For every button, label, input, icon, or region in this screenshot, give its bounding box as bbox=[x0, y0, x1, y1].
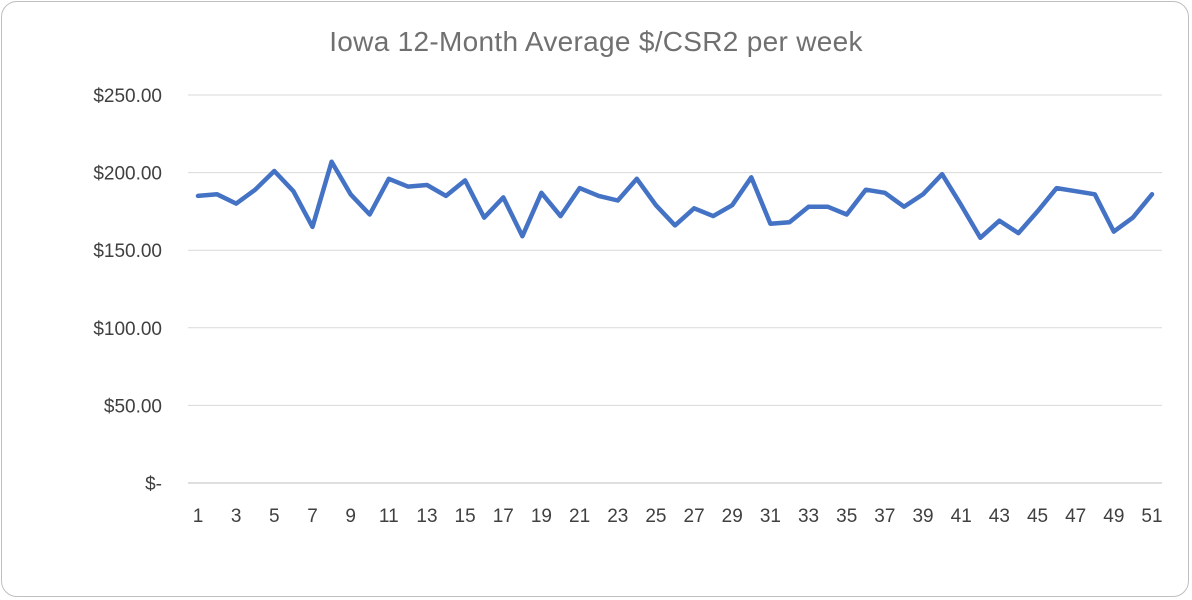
x-tick-label: 49 bbox=[1103, 506, 1124, 527]
x-tick-label: 13 bbox=[416, 506, 437, 527]
x-tick-label: 19 bbox=[531, 506, 552, 527]
x-tick-label: 51 bbox=[1141, 506, 1162, 527]
x-tick-label: 33 bbox=[798, 506, 819, 527]
x-tick-label: 45 bbox=[1027, 506, 1048, 527]
x-tick-label: 23 bbox=[607, 506, 628, 527]
x-tick-label: 17 bbox=[493, 506, 514, 527]
x-tick-label: 25 bbox=[645, 506, 666, 527]
y-tick-label: $150.00 bbox=[93, 241, 162, 262]
series-layer bbox=[195, 159, 1155, 241]
x-tick-label: 11 bbox=[379, 506, 399, 527]
y-axis-ticks: $- $50.00 $100.00 $150.00 $200.00 $250.00 bbox=[93, 86, 162, 495]
x-tick-label: 27 bbox=[684, 506, 705, 527]
y-tick-label: $200.00 bbox=[93, 164, 162, 185]
x-tick-label: 31 bbox=[760, 506, 781, 527]
chart-title: Iowa 12-Month Average $/CSR2 per week bbox=[329, 26, 863, 57]
x-tick-label: 47 bbox=[1065, 506, 1086, 527]
y-tick-label: $100.00 bbox=[93, 319, 162, 340]
x-tick-label: 5 bbox=[269, 506, 280, 527]
y-tick-label: $250.00 bbox=[93, 86, 162, 107]
y-tick-label: $- bbox=[145, 474, 162, 495]
x-tick-label: 15 bbox=[455, 506, 476, 527]
x-tick-label: 39 bbox=[912, 506, 933, 527]
x-tick-label: 41 bbox=[951, 506, 972, 527]
series-line bbox=[195, 159, 1155, 241]
x-tick-label: 3 bbox=[231, 506, 242, 527]
x-tick-label: 9 bbox=[345, 506, 356, 527]
x-tick-label: 37 bbox=[874, 506, 895, 527]
x-tick-label: 43 bbox=[989, 506, 1010, 527]
x-tick-label: 7 bbox=[307, 506, 318, 527]
x-tick-label: 1 bbox=[193, 506, 204, 527]
x-tick-label: 29 bbox=[722, 506, 743, 527]
y-tick-label: $50.00 bbox=[104, 396, 162, 417]
x-tick-label: 21 bbox=[569, 506, 590, 527]
x-axis-ticks: 1 3 5 7 9 11 13 15 17 19 21 23 25 27 29 31 33 35 37 39 41 43 4… bbox=[193, 506, 1163, 527]
x-tick-label: 35 bbox=[836, 506, 857, 527]
gridlines bbox=[188, 94, 1162, 484]
